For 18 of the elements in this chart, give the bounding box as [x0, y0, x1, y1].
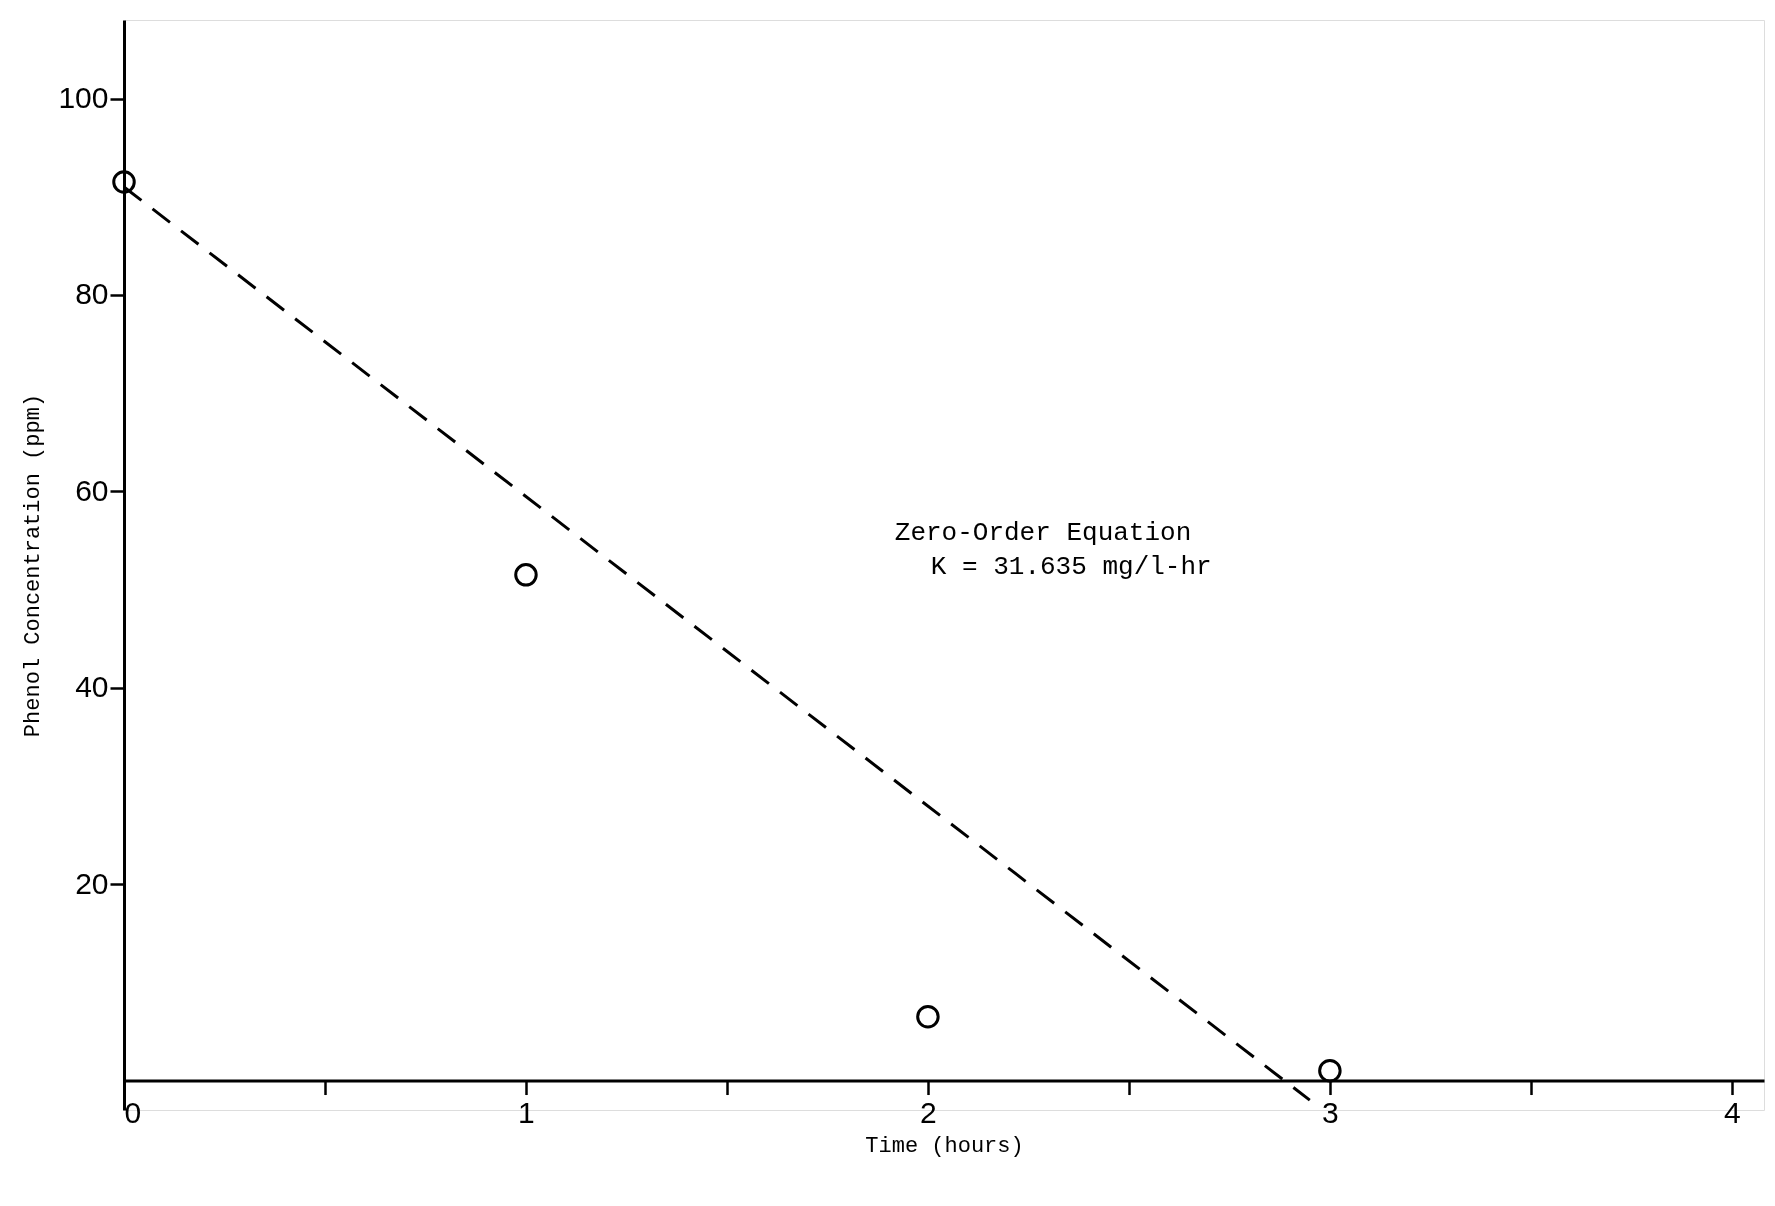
x-tick-label: 4 [1724, 1096, 1741, 1130]
point [112, 170, 136, 194]
point [514, 563, 538, 587]
x-tick-label: 0 [124, 1096, 142, 1130]
x-axis-title: Time (hours) [865, 1134, 1024, 1160]
annotation: K = 31.635 mg/l-hr [930, 552, 1212, 583]
y-tick-label: 80 [75, 277, 109, 311]
point [1318, 1058, 1342, 1083]
x-tick-label: 2 [920, 1096, 937, 1130]
y-tick-label: 20 [75, 866, 109, 900]
y-tick-label: 60 [75, 473, 109, 507]
y-tick-label: 40 [75, 670, 109, 704]
annotation: Zero-Order Equation [894, 518, 1192, 549]
point [916, 1004, 940, 1029]
x-tick-label: 1 [518, 1096, 535, 1130]
x-tick-label: 3 [1322, 1096, 1339, 1130]
y-axis-title: Phenol Concentration (ppm) [21, 393, 47, 738]
y-tick-label: 100 [58, 81, 109, 115]
